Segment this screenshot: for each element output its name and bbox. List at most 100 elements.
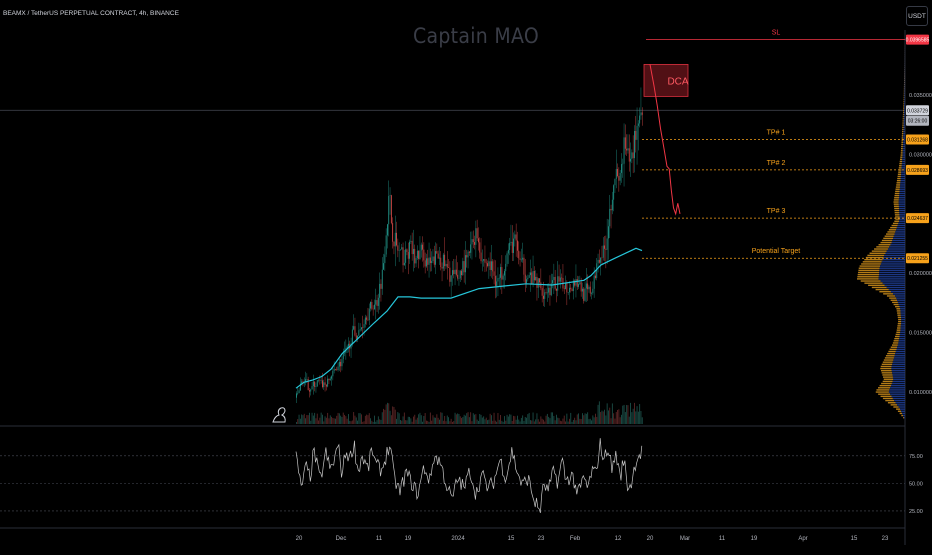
candle-body bbox=[360, 329, 361, 330]
candle-body bbox=[368, 320, 369, 321]
candle-body bbox=[414, 249, 415, 263]
profile-bar-blue bbox=[903, 148, 905, 149]
volume-bar bbox=[434, 417, 435, 424]
volume-bar bbox=[486, 418, 487, 424]
profile-bar-orange bbox=[883, 238, 893, 239]
profile-bar-blue bbox=[889, 246, 905, 247]
volume-bar bbox=[490, 414, 491, 424]
time-tick-label: 20 bbox=[647, 536, 654, 542]
profile-bar-orange bbox=[900, 159, 902, 160]
profile-bar-orange bbox=[870, 253, 886, 254]
candle-body bbox=[343, 353, 344, 359]
profile-bar-blue bbox=[901, 323, 905, 324]
level-label: Potential Target bbox=[752, 248, 801, 255]
volume-bar bbox=[501, 421, 502, 424]
candle-body bbox=[470, 244, 471, 252]
candle-body bbox=[423, 250, 424, 261]
price-badge-label: 0.024637 bbox=[907, 216, 928, 222]
volume-bar bbox=[322, 415, 323, 424]
volume-bar bbox=[485, 419, 486, 424]
profile-bar-orange bbox=[859, 268, 880, 269]
profile-bar-orange bbox=[880, 368, 891, 369]
volume-bar bbox=[305, 418, 306, 424]
profile-bar-orange bbox=[883, 398, 893, 399]
candle-body bbox=[316, 386, 317, 387]
volume-bar bbox=[306, 415, 307, 424]
candle-body bbox=[587, 283, 588, 289]
volume-bar bbox=[500, 415, 501, 424]
volume-bar bbox=[426, 421, 427, 424]
volume-bar bbox=[303, 415, 304, 424]
profile-bar-orange bbox=[895, 218, 899, 219]
profile-bar-orange bbox=[904, 92, 905, 93]
profile-bar-blue bbox=[899, 199, 905, 200]
candle-body bbox=[334, 369, 335, 371]
candle-body bbox=[405, 249, 406, 263]
price-tick-label: 0.020000 bbox=[909, 271, 932, 277]
candle-body bbox=[394, 242, 395, 247]
profile-bar-orange bbox=[890, 227, 897, 228]
price-badge-label: 0.033729 bbox=[907, 108, 928, 114]
candle-body bbox=[494, 271, 495, 275]
profile-bar-blue bbox=[901, 319, 905, 320]
candle-body bbox=[613, 185, 614, 199]
profile-bar-orange bbox=[901, 154, 903, 155]
candle-body bbox=[535, 277, 536, 280]
currency-button[interactable]: USDT bbox=[906, 6, 928, 26]
candle-body bbox=[369, 309, 370, 320]
time-tick-label: 12 bbox=[615, 536, 622, 542]
level-label: SL bbox=[772, 30, 781, 37]
volume-bar bbox=[360, 413, 361, 424]
profile-bar-blue bbox=[897, 404, 905, 405]
profile-bar-orange bbox=[857, 276, 878, 277]
profile-bar-blue bbox=[900, 218, 905, 219]
profile-bar-blue bbox=[903, 135, 905, 136]
time-tick-label: Dec bbox=[336, 536, 347, 542]
profile-bar-blue bbox=[893, 398, 905, 399]
profile-bar-blue bbox=[903, 129, 905, 130]
candle-body bbox=[407, 249, 408, 252]
profile-bar-orange bbox=[904, 95, 905, 96]
candle-body bbox=[409, 242, 410, 259]
profile-bar-blue bbox=[897, 300, 905, 301]
profile-bar-orange bbox=[904, 97, 905, 98]
candle-body bbox=[306, 379, 307, 380]
profile-bar-blue bbox=[904, 82, 905, 83]
volume-bar bbox=[349, 421, 350, 424]
profile-bar-blue bbox=[892, 240, 905, 241]
profile-bar-blue bbox=[893, 376, 905, 377]
volume-bars bbox=[296, 401, 643, 424]
candle-body bbox=[449, 268, 450, 282]
profile-bar-blue bbox=[904, 88, 905, 89]
volume-bar bbox=[555, 420, 556, 424]
candle-body bbox=[491, 261, 492, 270]
volume-bar bbox=[611, 418, 612, 424]
volume-bar bbox=[604, 410, 605, 424]
candle-body bbox=[370, 302, 371, 309]
profile-bar-blue bbox=[892, 396, 905, 397]
profile-bar-orange bbox=[887, 231, 895, 232]
profile-bar-orange bbox=[892, 302, 898, 303]
candle-body bbox=[388, 196, 389, 224]
candle-body bbox=[542, 288, 543, 296]
candle-body bbox=[314, 382, 315, 387]
candle-body bbox=[435, 251, 436, 265]
volume-bar bbox=[336, 416, 337, 424]
volume-bar bbox=[629, 417, 630, 424]
profile-bar-orange bbox=[901, 152, 903, 153]
candle-body bbox=[453, 270, 454, 274]
volume-bar bbox=[505, 421, 506, 424]
profile-bar-blue bbox=[890, 393, 905, 394]
volume-bar bbox=[622, 406, 623, 424]
profile-bar-orange bbox=[882, 364, 892, 365]
volume-bar bbox=[308, 415, 309, 424]
profile-bar-orange bbox=[890, 349, 897, 350]
profile-bar-orange bbox=[899, 167, 902, 168]
time-tick-label: 11 bbox=[376, 536, 383, 542]
profile-bar-blue bbox=[892, 372, 905, 373]
candle-body bbox=[397, 245, 398, 250]
profile-bar-orange bbox=[899, 163, 902, 164]
